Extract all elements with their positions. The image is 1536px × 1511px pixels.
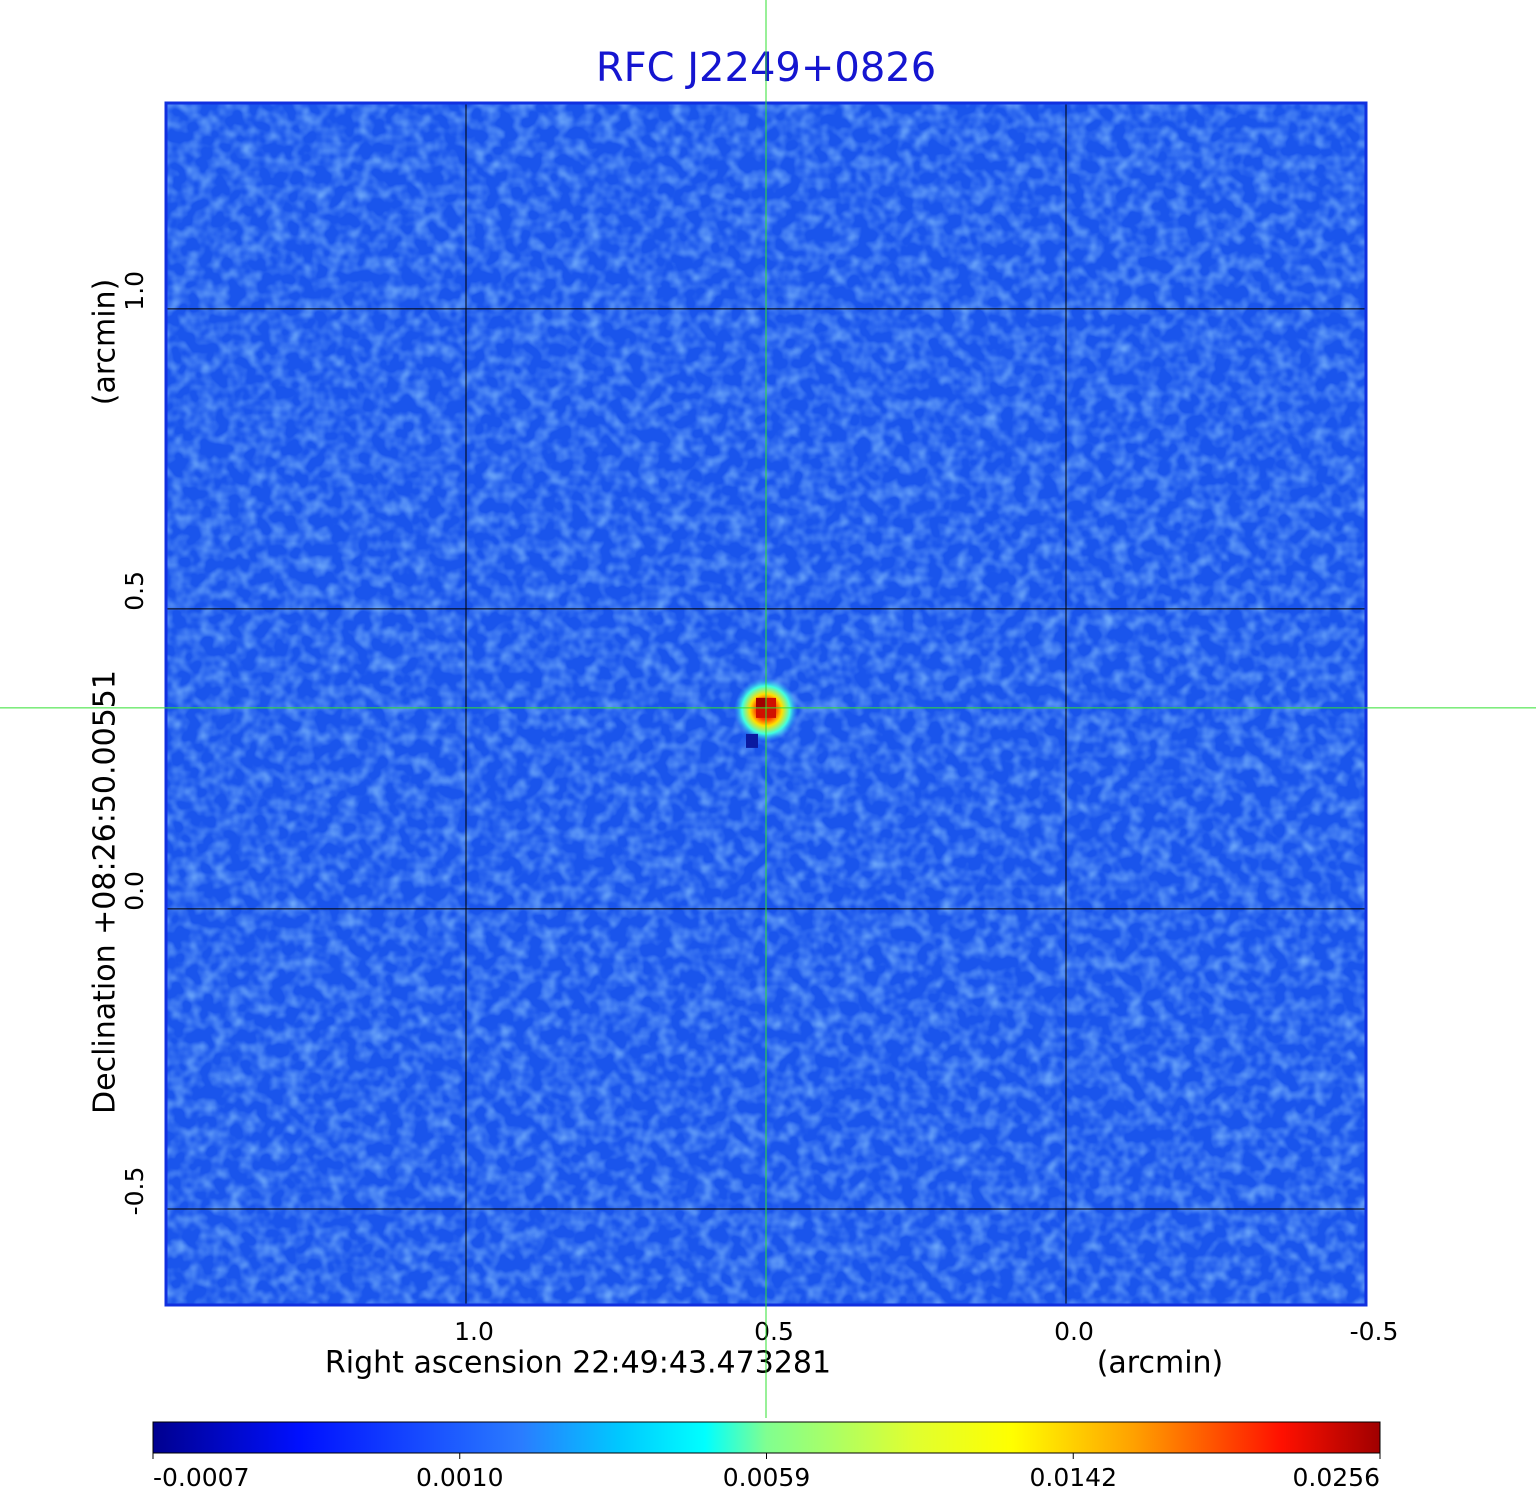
x-axis-unit: (arcmin) [1097, 1346, 1224, 1381]
source-peak [756, 697, 766, 708]
colorbar-tick-label: -0.0007 [153, 1463, 250, 1492]
y-axis-label: Declination +08:26:50.00551 [88, 670, 123, 1114]
y-tick-label: 0.0 [120, 871, 149, 911]
y-axis-unit: (arcmin) [88, 279, 123, 406]
colorbar-tick-label: 0.0142 [1030, 1463, 1117, 1492]
y-tick-label: 0.5 [120, 571, 149, 611]
x-tick-label: 0.0 [1054, 1317, 1094, 1346]
x-axis-label: Right ascension 22:49:43.473281 [325, 1346, 831, 1381]
colorbar [152, 1421, 1381, 1454]
y-tick-label: -0.5 [120, 1167, 149, 1216]
colorbar-tick-label: 0.0010 [416, 1463, 503, 1492]
colorbar-tick-label: 0.0256 [1293, 1463, 1380, 1492]
x-tick-label: 1.0 [454, 1317, 494, 1346]
x-tick-label: -0.5 [1350, 1317, 1399, 1346]
y-tick-label: 1.0 [120, 271, 149, 311]
colorbar-tick-label: 0.0059 [723, 1463, 810, 1492]
x-tick-label: 0.5 [754, 1317, 794, 1346]
source-shadow [746, 733, 758, 748]
